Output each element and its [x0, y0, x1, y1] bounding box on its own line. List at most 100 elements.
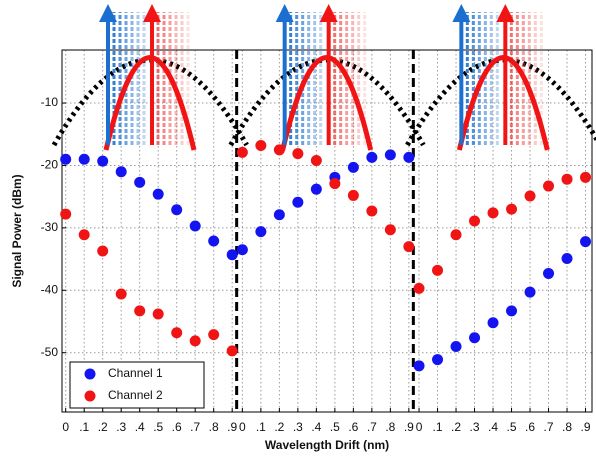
data-point — [543, 180, 555, 192]
data-point — [450, 229, 462, 241]
data-point — [189, 335, 201, 347]
x-tick-label: .4 — [311, 420, 321, 434]
data-point — [432, 354, 444, 366]
x-tick-label: .8 — [209, 420, 219, 434]
data-point — [255, 139, 267, 151]
x-tick-label: .2 — [451, 420, 461, 434]
data-point — [152, 188, 164, 200]
legend-label: Channel 1 — [108, 366, 163, 380]
data-point — [208, 235, 220, 247]
data-point — [469, 215, 481, 227]
data-point — [208, 329, 220, 341]
data-point — [384, 224, 396, 236]
data-point — [171, 204, 183, 216]
y-tick-label: -20 — [41, 158, 59, 172]
data-point — [236, 146, 248, 158]
data-point — [255, 226, 267, 238]
x-axis-label: Wavelength Drift (nm) — [265, 438, 389, 452]
x-tick-label: .9 — [404, 420, 414, 434]
data-point — [432, 264, 444, 276]
data-point — [413, 282, 425, 294]
x-tick-label: .4 — [135, 420, 145, 434]
data-point — [347, 161, 359, 173]
arrow-head — [452, 4, 471, 22]
x-tick-label: .6 — [348, 420, 358, 434]
x-tick-label: .1 — [256, 420, 266, 434]
x-tick-label: .3 — [470, 420, 480, 434]
x-tick-label: .3 — [293, 420, 303, 434]
data-point — [413, 360, 425, 372]
data-point — [60, 208, 72, 220]
data-point — [273, 144, 285, 156]
data-point — [561, 173, 573, 185]
arrow-head — [275, 4, 294, 22]
arrow-head — [319, 4, 338, 22]
data-point — [273, 209, 285, 221]
filter-shape — [405, 57, 596, 147]
data-point — [236, 244, 248, 256]
arrow-head — [143, 4, 161, 22]
x-tick-label: .6 — [525, 420, 535, 434]
data-point — [329, 178, 341, 190]
data-point — [171, 327, 183, 339]
data-point — [580, 236, 592, 248]
data-point — [152, 308, 164, 320]
data-point — [292, 148, 304, 160]
data-point — [115, 166, 127, 178]
data-point — [60, 153, 72, 165]
data-point — [366, 151, 378, 163]
x-tick-label: .2 — [98, 420, 108, 434]
data-point — [97, 155, 109, 167]
data-point — [78, 153, 90, 165]
x-tick-label: .9 — [227, 420, 237, 434]
y-axis-label: Signal Power (dBm) — [10, 174, 24, 287]
data-point — [580, 171, 592, 183]
data-point — [226, 345, 238, 357]
data-point — [543, 267, 555, 279]
data-point — [403, 151, 415, 163]
data-point — [292, 196, 304, 208]
x-tick-label: .7 — [544, 420, 554, 434]
legend-marker — [84, 368, 96, 380]
x-tick-label: .7 — [367, 420, 377, 434]
x-tick-label: .9 — [581, 420, 591, 434]
x-tick-label: .1 — [79, 420, 89, 434]
data-point — [450, 340, 462, 352]
x-tick-label: .3 — [116, 420, 126, 434]
data-point — [347, 189, 359, 201]
x-tick-label: .8 — [562, 420, 572, 434]
data-point — [134, 305, 146, 317]
data-point — [487, 317, 499, 329]
data-point — [469, 332, 481, 344]
x-tick-label: .5 — [507, 420, 517, 434]
data-point — [226, 249, 238, 261]
arrow-head — [99, 4, 117, 22]
x-tick-label: .6 — [172, 420, 182, 434]
x-tick-label: .7 — [190, 420, 200, 434]
data-point — [403, 241, 415, 253]
arrow-head — [496, 4, 515, 22]
data-point — [561, 252, 573, 264]
data-point — [310, 183, 322, 195]
x-tick-label: .5 — [330, 420, 340, 434]
data-point — [384, 149, 396, 161]
legend-marker — [84, 390, 96, 402]
x-tick-label: .4 — [488, 420, 498, 434]
signal-spectrum — [456, 55, 550, 151]
x-tick-label: .2 — [274, 420, 284, 434]
data-point — [97, 245, 109, 257]
x-tick-label: 0 — [416, 420, 423, 434]
x-tick-label: 0 — [239, 420, 246, 434]
y-tick-label: -30 — [41, 220, 59, 234]
x-tick-label: 0 — [62, 420, 69, 434]
x-tick-label: .5 — [153, 420, 163, 434]
y-tick-label: -50 — [41, 345, 59, 359]
y-tick-label: -10 — [41, 95, 59, 109]
y-tick-label: -40 — [41, 282, 59, 296]
data-point — [506, 305, 518, 317]
data-point — [115, 288, 127, 300]
data-point — [524, 190, 536, 202]
x-tick-label: .8 — [385, 420, 395, 434]
x-tick-label: .1 — [433, 420, 443, 434]
